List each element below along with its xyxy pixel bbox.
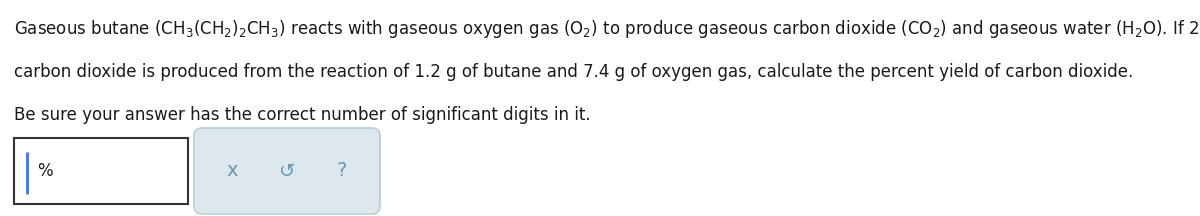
Text: Gaseous butane $\left(\mathrm{CH_3(CH_2)_2CH_3}\right)$ reacts with gaseous oxyg: Gaseous butane $\left(\mathrm{CH_3(CH_2)… xyxy=(14,18,1200,40)
Text: ↺: ↺ xyxy=(278,162,295,181)
FancyBboxPatch shape xyxy=(14,138,188,204)
FancyBboxPatch shape xyxy=(194,128,380,214)
Text: x: x xyxy=(227,162,239,181)
Text: carbon dioxide is produced from the reaction of 1.2 g of butane and 7.4 g of oxy: carbon dioxide is produced from the reac… xyxy=(14,63,1133,81)
Text: %: % xyxy=(37,162,53,180)
Text: Be sure your answer has the correct number of significant digits in it.: Be sure your answer has the correct numb… xyxy=(14,106,590,124)
Text: ?: ? xyxy=(336,162,347,181)
